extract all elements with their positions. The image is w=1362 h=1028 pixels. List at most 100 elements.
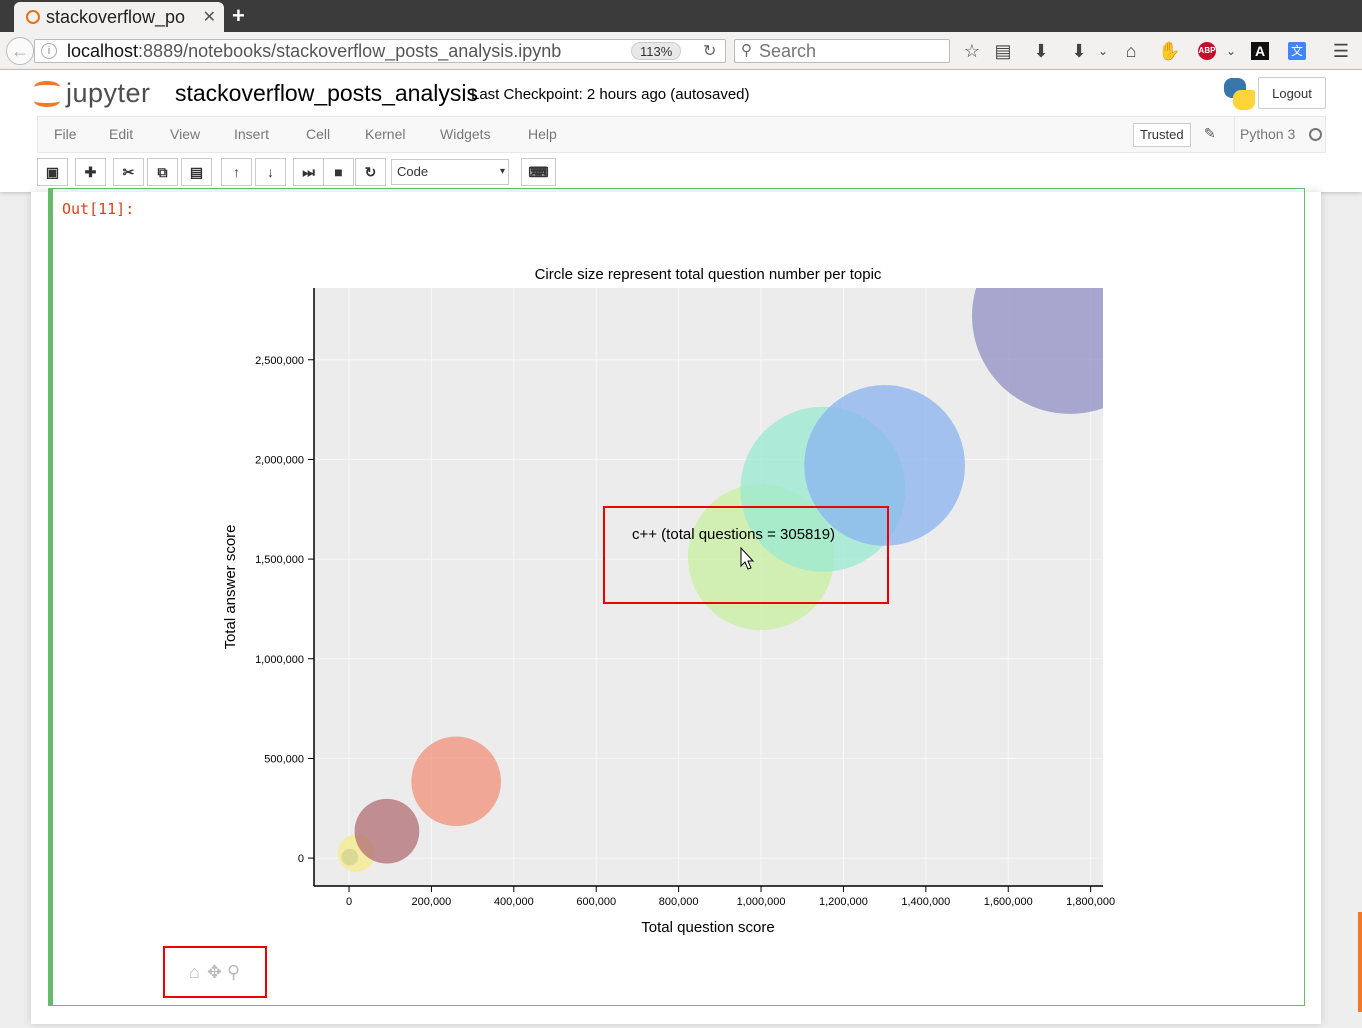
zoom-level-badge[interactable]: 113% [631,42,682,60]
stop-hand-icon[interactable]: ✋ [1158,41,1181,61]
move-down-icon[interactable]: ↓ [255,158,286,186]
jupyter-logo[interactable]: jupyter [34,78,151,109]
back-button[interactable]: ← [6,37,34,65]
x-tick-label: 200,000 [412,896,452,908]
menu-edit[interactable]: Edit [109,126,134,142]
menu-view[interactable]: View [170,126,201,142]
bookmark-star-icon[interactable]: ☆ [963,41,981,61]
browser-tab[interactable]: stackoverflow_po ✕ [14,2,224,32]
bubbles [337,288,1103,872]
menu-kernel[interactable]: Kernel [365,126,406,142]
x-tick-label: 600,000 [576,896,616,908]
cell-type-value: Code [397,164,429,179]
site-info-icon[interactable]: i [41,43,57,59]
pocket-icon[interactable]: ⬇ [1071,41,1087,61]
y-tick-label: 500,000 [264,753,304,765]
pencil-icon[interactable]: ✎ [1204,125,1216,141]
out-prompt: Out[11]: [62,200,135,218]
search-bar[interactable]: ⚲ [734,39,950,63]
new-tab-icon[interactable]: + [232,3,245,28]
menu-widgets[interactable]: Widgets [440,126,491,142]
cell-type-select[interactable]: Code ▾ [391,159,509,185]
browser-navbar: ← i localhost:8889/notebooks/stackoverfl… [0,32,1362,70]
home-icon[interactable]: ⌂ [1125,41,1137,61]
add-cell-icon[interactable]: ✚ [75,158,106,186]
search-icon: ⚲ [741,42,752,59]
translate-icon[interactable]: 文 [1288,42,1306,60]
chevron-down-icon[interactable]: ⌄ [1097,44,1109,58]
paste-icon[interactable]: ▤ [181,158,212,186]
tab-title: stackoverflow_po [46,6,186,27]
pan-icon[interactable]: ✥ [207,962,223,982]
notebook-name[interactable]: stackoverflow_posts_analysis [175,80,478,106]
chevron-down-icon[interactable]: ⌄ [1225,44,1237,58]
restart-icon[interactable]: ↻ [355,158,386,186]
y-axis-label: Total answer score [222,524,239,649]
adblock-icon[interactable]: ABP [1198,42,1216,60]
jupyter-header: jupyter stackoverflow_posts_analysis Las… [0,70,1362,192]
x-tick-label: 1,600,000 [984,896,1033,908]
bubble [972,288,1103,414]
x-tick-label: 400,000 [494,896,534,908]
stop-icon[interactable]: ■ [323,158,354,186]
browser-tab-strip: stackoverflow_po ✕ + [0,0,1362,32]
url-text[interactable]: localhost:8889/notebooks/stackoverflow_p… [67,41,561,62]
url-path: :8889/notebooks/stackoverflow_posts_anal… [138,41,562,61]
kernel-status-icon [1309,128,1322,141]
python-logo-icon [1222,78,1256,110]
menu-file[interactable]: File [54,126,77,142]
reload-icon[interactable]: ↻ [703,43,717,60]
axes: 0 200,000 400,000 600,000 800,000 1,000,000 1,… [255,288,1115,908]
scroll-indicator [1358,912,1362,1012]
mouse-cursor-icon [740,546,755,570]
kernel-name: Python 3 [1234,117,1295,152]
copy-icon[interactable]: ⧉ [147,158,178,186]
x-tick-label: 800,000 [659,896,699,908]
run-icon[interactable]: ⏭ [293,158,324,186]
y-tick-label: 1,000,000 [255,654,304,666]
hamburger-menu-icon[interactable]: ☰ [1332,41,1350,61]
bubble [354,798,420,864]
chevron-down-icon: ▾ [499,166,505,177]
move-up-icon[interactable]: ↑ [221,158,252,186]
trusted-button[interactable]: Trusted [1133,123,1191,147]
tooltip-highlight-box [603,506,889,604]
y-tick-label: 1,500,000 [255,554,304,566]
zoom-icon[interactable]: ⚲ [227,962,241,982]
download-icon[interactable]: ⬇ [1033,41,1049,61]
y-tick-label: 0 [298,853,304,865]
home-icon[interactable]: ⌂ [189,962,200,982]
x-tick-label: 1,800,000 [1066,896,1115,908]
menu-help[interactable]: Help [528,126,557,142]
x-tick-label: 1,000,000 [737,896,786,908]
keyboard-icon[interactable]: ⌨ [521,158,556,186]
menu-cell[interactable]: Cell [306,126,331,142]
reader-list-icon[interactable]: ▤ [994,41,1012,61]
plot-navigation-toolbar: ⌂ ✥ ⚲ [163,946,267,998]
search-input[interactable] [759,41,945,62]
bubble [804,385,966,546]
x-tick-label: 0 [346,896,352,908]
jupyter-logo-icon [34,79,60,109]
y-tick-label: 2,500,000 [255,355,304,367]
menubar: File Edit View Insert Cell Kernel Widget… [37,116,1326,153]
x-tick-label: 1,200,000 [819,896,868,908]
y-tick-label: 2,000,000 [255,454,304,466]
jupyter-logo-text: jupyter [66,78,151,108]
save-icon[interactable]: ▣ [37,158,68,186]
output-cell[interactable] [48,188,1305,1006]
x-axis-label: Total question score [641,919,774,936]
font-icon[interactable]: A [1251,42,1269,60]
logout-button[interactable]: Logout [1258,77,1326,109]
checkpoint-status: Last Checkpoint: 2 hours ago (autosaved) [471,86,750,103]
url-bar[interactable]: i localhost:8889/notebooks/stackoverflow… [34,39,726,63]
x-tick-label: 1,400,000 [901,896,950,908]
tooltip-text: c++ (total questions = 305819) [632,526,835,543]
bubble [411,736,501,827]
cut-icon[interactable]: ✂ [113,158,144,186]
url-host: localhost [67,41,139,61]
tab-close-icon[interactable]: ✕ [202,9,216,26]
menu-insert[interactable]: Insert [234,126,270,142]
jupyter-favicon-icon [26,10,40,24]
